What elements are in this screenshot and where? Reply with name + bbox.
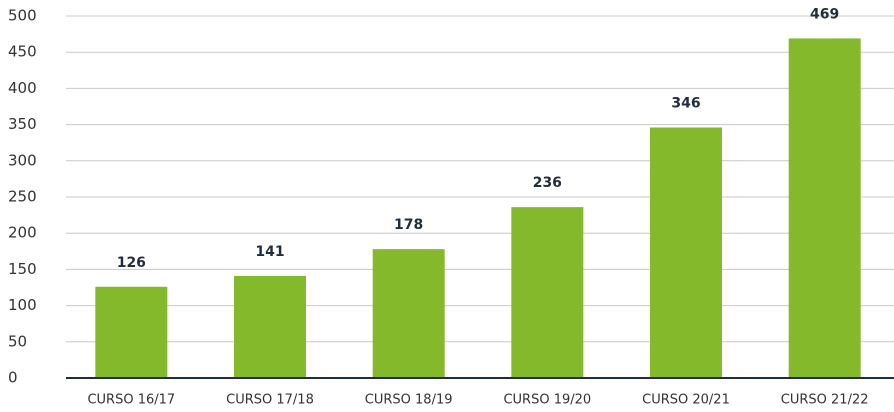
y-tick-label: 50	[8, 332, 27, 350]
y-tick-label: 100	[8, 296, 37, 314]
x-tick-label: CURSO 18/19	[365, 393, 453, 408]
bar	[372, 249, 445, 378]
bar	[788, 38, 861, 378]
x-tick-label: CURSO 20/21	[642, 393, 730, 408]
y-tick-label: 250	[8, 188, 37, 206]
y-tick-label: 500	[8, 7, 37, 25]
bar	[95, 286, 168, 378]
y-tick-label: 150	[8, 260, 37, 278]
value-label: 141	[255, 244, 284, 260]
bar	[650, 127, 722, 378]
y-tick-label: 200	[8, 224, 37, 242]
x-tick-label: CURSO 17/18	[226, 393, 314, 408]
y-tick-label: 350	[8, 115, 37, 133]
y-tick-label: 450	[8, 43, 37, 61]
value-label: 469	[810, 6, 839, 22]
y-tick-label: 0	[8, 369, 18, 387]
value-label: 236	[533, 175, 562, 191]
x-tick-label: CURSO 21/22	[781, 393, 869, 408]
y-tick-label: 300	[8, 151, 37, 169]
value-label: 126	[117, 255, 146, 271]
x-tick-label: CURSO 19/20	[503, 393, 591, 408]
value-label: 178	[394, 217, 423, 233]
bar	[511, 207, 584, 378]
y-tick-label: 400	[8, 79, 37, 97]
bar	[234, 275, 306, 378]
x-tick-label: CURSO 16/17	[87, 393, 175, 408]
value-label: 346	[671, 95, 700, 111]
